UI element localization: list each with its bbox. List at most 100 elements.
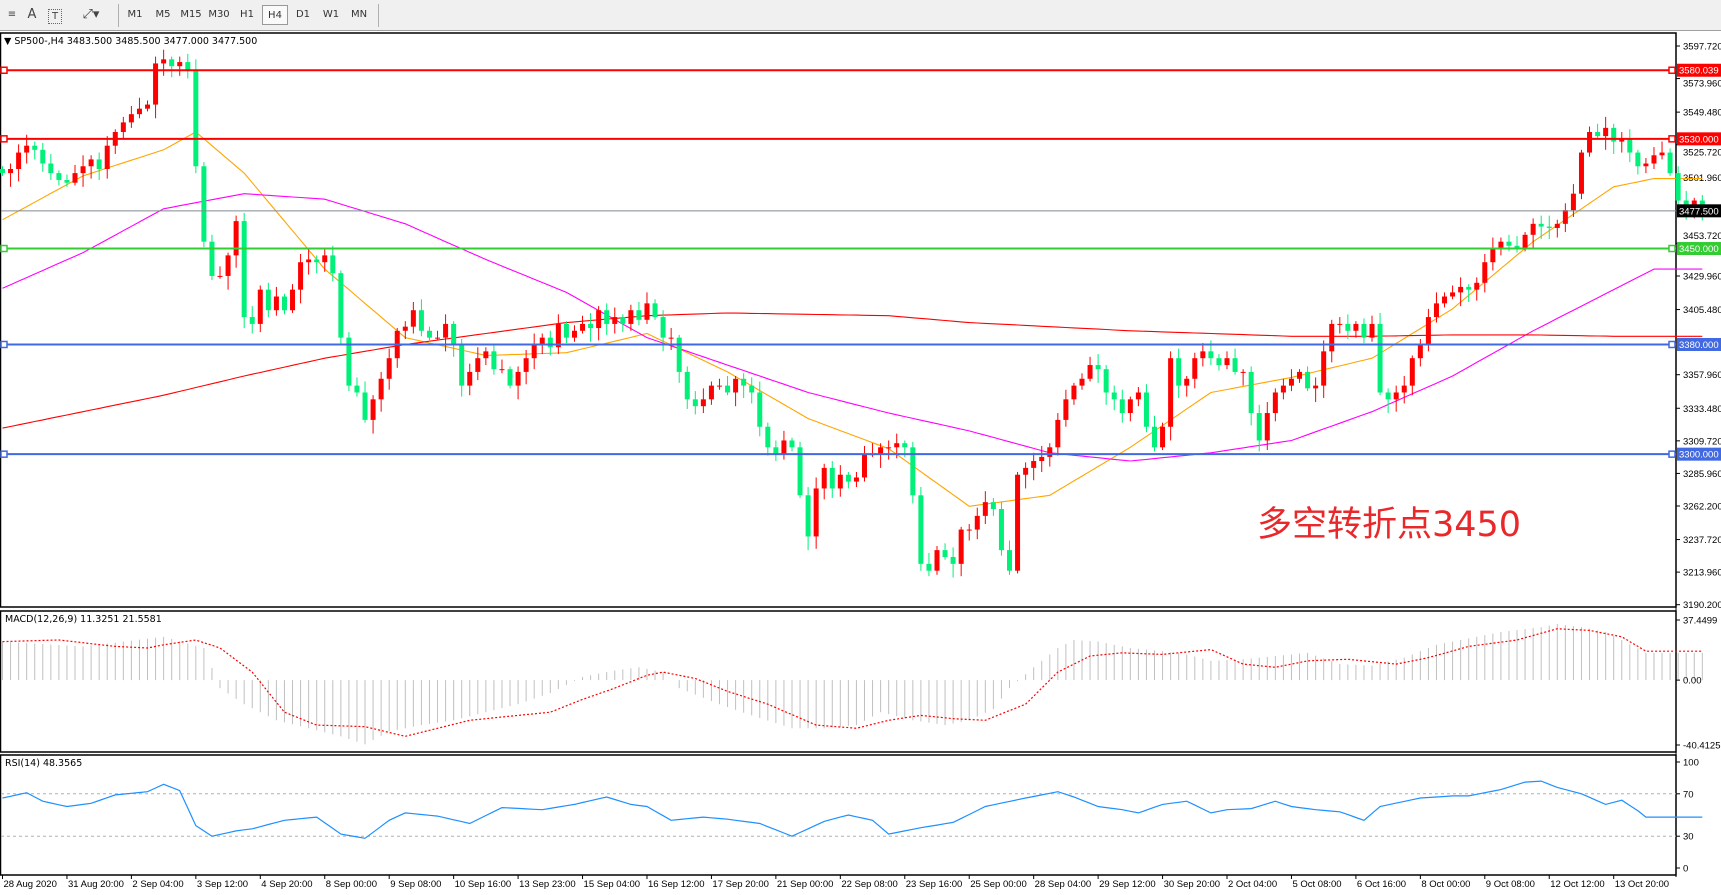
- candle: [1031, 452, 1037, 481]
- candle-body: [1683, 200, 1689, 208]
- candle-body: [1200, 351, 1206, 359]
- candle-body: [241, 221, 247, 318]
- arrows-icon[interactable]: ⤢▾: [82, 7, 100, 22]
- candle: [821, 463, 827, 500]
- candle-body: [1369, 323, 1375, 338]
- candle: [1635, 149, 1641, 175]
- text-icon[interactable]: A: [27, 7, 37, 22]
- candle: [1466, 284, 1472, 302]
- candle-body: [571, 330, 577, 338]
- candle-body: [483, 351, 489, 359]
- timeframe-m15[interactable]: M15: [180, 9, 202, 20]
- candle: [96, 152, 102, 180]
- candle-body: [249, 317, 255, 324]
- candle: [1135, 386, 1141, 407]
- rsi-tick-label: 0: [1683, 864, 1688, 875]
- candle: [330, 245, 336, 282]
- candle-body: [942, 550, 948, 557]
- candle: [773, 440, 779, 462]
- candle-body: [1321, 351, 1327, 386]
- date-label: 12 Oct 12:00: [1550, 879, 1604, 890]
- candle: [878, 443, 884, 468]
- candle-body: [644, 303, 650, 320]
- candle-body: [716, 385, 722, 387]
- candle-body: [1039, 456, 1045, 462]
- date-label: 22 Sep 08:00: [841, 879, 898, 890]
- candle-body: [1023, 467, 1029, 475]
- candle: [886, 440, 892, 460]
- timeframe-h4[interactable]: H4: [262, 5, 288, 25]
- candle-body: [1627, 138, 1633, 153]
- candle-body: [281, 296, 287, 311]
- candle-body: [861, 454, 867, 478]
- candle-body: [886, 447, 892, 449]
- candle-body: [1490, 248, 1496, 263]
- candle-body: [741, 378, 747, 386]
- candle: [1482, 254, 1488, 293]
- candle: [467, 363, 473, 396]
- candle-body: [346, 337, 352, 386]
- candle-body: [209, 241, 215, 276]
- text-label-icon[interactable]: T: [48, 9, 62, 24]
- candle: [1313, 377, 1319, 403]
- chart-annotation[interactable]: 多空转折点3450: [1257, 505, 1522, 545]
- candle: [765, 422, 771, 456]
- timeframe-m1[interactable]: M1: [127, 9, 143, 20]
- timeframe-w1[interactable]: W1: [322, 9, 340, 20]
- candle-body: [918, 495, 924, 564]
- candle-body: [531, 344, 537, 359]
- candle-body: [1643, 163, 1649, 167]
- date-label: 8 Oct 00:00: [1421, 879, 1470, 890]
- candle: [1305, 366, 1311, 392]
- candle: [249, 306, 255, 334]
- price-label-bg: [1677, 447, 1721, 461]
- candle-body: [1433, 303, 1439, 318]
- candle-body: [201, 166, 207, 242]
- candle-body: [612, 317, 618, 324]
- timeframe-m30[interactable]: M30: [208, 9, 230, 20]
- rsi-tick-label: 70: [1683, 789, 1694, 800]
- candle: [1667, 148, 1673, 176]
- candle-body: [1353, 323, 1359, 331]
- candle-body: [523, 358, 529, 372]
- candle-body: [306, 259, 312, 263]
- candle-body: [257, 289, 263, 324]
- timeframe-mn[interactable]: MN: [350, 9, 368, 20]
- macd-title: MACD(12,26,9) 11.3251 21.5581: [5, 614, 162, 625]
- candle-body: [797, 447, 803, 496]
- candle-body: [1280, 385, 1286, 393]
- timeframe-m5[interactable]: M5: [155, 9, 171, 20]
- candle: [1401, 376, 1407, 404]
- candle-body: [1635, 152, 1641, 167]
- candle: [853, 471, 859, 488]
- candle: [515, 366, 521, 400]
- candle-body: [1401, 385, 1407, 393]
- candle: [998, 502, 1004, 556]
- candle-body: [749, 385, 755, 393]
- candle: [491, 344, 497, 375]
- macd-signal-line: [2, 628, 1703, 737]
- price-tick-label: 3357.960: [1683, 370, 1721, 381]
- timeframe-d1[interactable]: D1: [295, 9, 311, 20]
- candle-body: [1458, 286, 1464, 293]
- price-tick-label: 3597.720: [1683, 42, 1721, 53]
- candle: [1240, 369, 1246, 386]
- candle-body: [290, 289, 296, 311]
- candle: [684, 366, 690, 409]
- candle: [1280, 378, 1286, 400]
- candle: [161, 49, 167, 76]
- dropdown-triangle-icon[interactable]: ▼: [4, 36, 12, 47]
- candle: [1337, 317, 1343, 334]
- timeframe-h1[interactable]: H1: [240, 9, 254, 20]
- line-handle-left: [0, 244, 8, 253]
- candle-body: [104, 145, 110, 170]
- date-label: 5 Oct 08:00: [1292, 879, 1341, 890]
- candle: [596, 306, 602, 341]
- candle: [217, 266, 223, 279]
- candle: [104, 136, 110, 179]
- candle-body: [966, 529, 972, 531]
- candle-body: [225, 255, 231, 276]
- horizontal-lines-icon[interactable]: ≡: [7, 9, 17, 20]
- price-tick-label: 3285.960: [1683, 469, 1721, 480]
